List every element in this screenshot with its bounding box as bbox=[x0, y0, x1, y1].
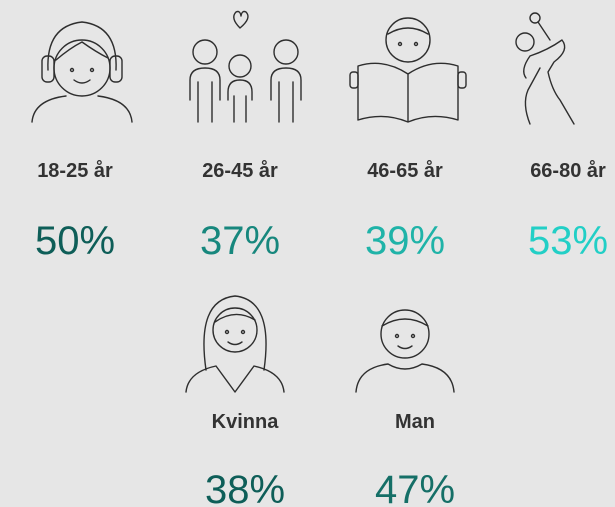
icon-reader bbox=[349, 17, 467, 123]
group-percent: 50% bbox=[35, 219, 115, 263]
icon-family bbox=[189, 10, 302, 123]
group-label: 18-25 år bbox=[37, 159, 113, 182]
icon-golfer bbox=[515, 12, 575, 125]
group-percent: 47% bbox=[375, 468, 455, 507]
group-label: Man bbox=[395, 411, 435, 433]
group-label: 66-80 år bbox=[530, 159, 606, 182]
group-label: Kvinna bbox=[212, 411, 280, 433]
group-percent: 37% bbox=[200, 219, 280, 263]
group-label: 26-45 år bbox=[202, 159, 278, 182]
group-percent: 53% bbox=[528, 219, 608, 263]
texts: 18-25 år 50% 26-45 år 37% 46-65 år 39% 66-80 å… bbox=[35, 159, 608, 507]
icon-woman bbox=[185, 295, 285, 393]
group-percent: 38% bbox=[205, 468, 285, 507]
group-percent: 39% bbox=[365, 219, 445, 263]
icon-man bbox=[355, 309, 455, 393]
group-label: 46-65 år bbox=[367, 159, 443, 182]
icon-headphones bbox=[31, 21, 133, 123]
